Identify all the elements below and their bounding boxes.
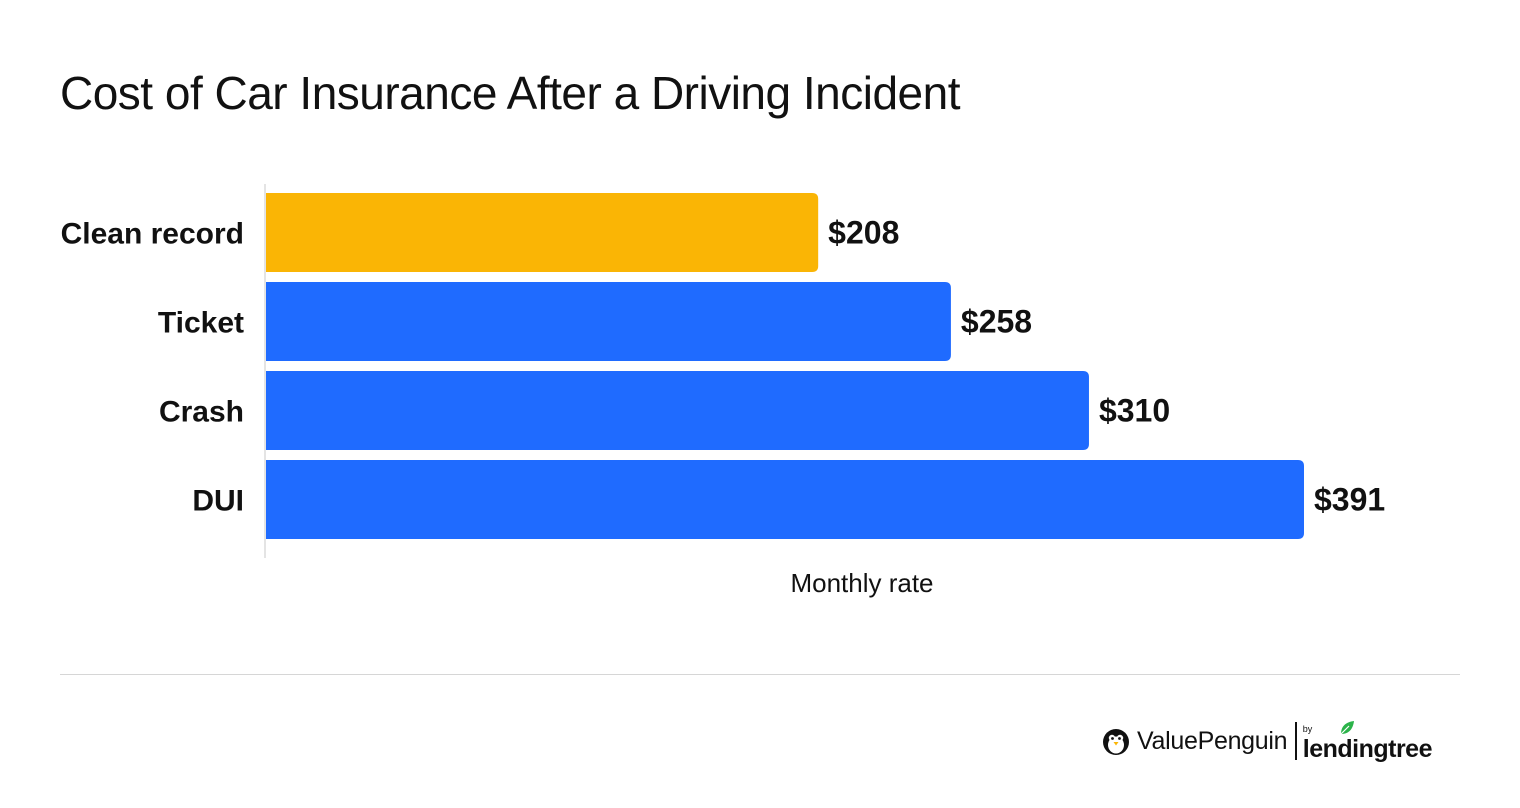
bars-group: Clean record $208 Ticket $258 Crash $310 DUI $3… [61, 193, 1385, 539]
chart-title: Cost of Car Insurance After a Driving In… [60, 67, 961, 119]
value-label-clean-record: $208 [828, 215, 899, 251]
value-label-ticket: $258 [961, 304, 1032, 340]
category-label-dui: DUI [192, 485, 244, 518]
footer-logo: ValuePenguin by lendingtree [1101, 716, 1433, 766]
logo-separator [1295, 722, 1297, 760]
footer-divider [60, 674, 1460, 675]
bar-clean-record [266, 193, 819, 272]
brand-lendingtree: lendingtree [1302, 735, 1433, 763]
bar-chart: Clean record $208 Ticket $258 Crash $310 DUI $3… [61, 184, 1385, 558]
value-label-crash: $310 [1099, 393, 1170, 429]
bar-dui [266, 460, 1304, 539]
value-label-dui: $391 [1314, 482, 1385, 518]
brand-lendingtree-block: by lendingtree [1302, 718, 1433, 764]
category-label-ticket: Ticket [158, 307, 244, 340]
brand-by: by [1302, 724, 1313, 734]
category-label-clean-record: Clean record [61, 218, 244, 251]
bar-crash [266, 371, 1089, 450]
leaf-icon [1340, 721, 1354, 735]
brand-valuepenguin: ValuePenguin [1137, 726, 1288, 755]
x-axis-label: Monthly rate [790, 568, 934, 598]
category-label-crash: Crash [159, 396, 244, 429]
bar-ticket [266, 282, 951, 361]
penguin-icon [1103, 729, 1130, 755]
